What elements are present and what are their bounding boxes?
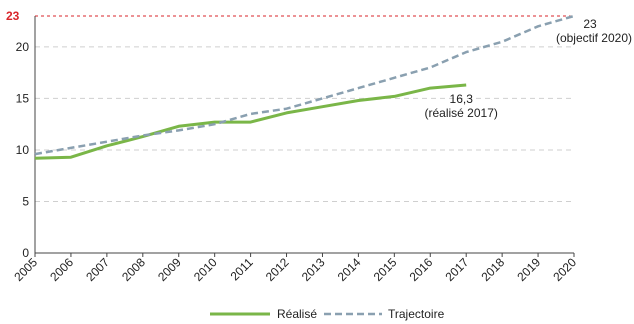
target-line-group: 23 — [6, 9, 574, 23]
x-tick-label: 2006 — [47, 255, 76, 284]
legend-label-realise: Réalisé — [277, 307, 317, 321]
series-line-realise — [34, 83, 467, 160]
y-tick-label: 15 — [16, 91, 30, 105]
y-tick-label: 0 — [22, 246, 29, 260]
x-tick-label: 2014 — [335, 255, 364, 284]
x-tick-label: 2009 — [155, 255, 184, 284]
annotation-objectif-2020: 23 — [583, 17, 597, 31]
annotations: 16,3(réalisé 2017) 23(objectif 2020) — [425, 17, 632, 120]
legend-label-trajectoire: Trajectoire — [388, 307, 445, 321]
y-tick-label: 5 — [22, 194, 29, 208]
x-tick-label: 2017 — [443, 255, 472, 284]
grid-lines — [35, 46, 574, 202]
x-tick-label: 2010 — [191, 255, 220, 284]
x-tick-label: 2013 — [299, 255, 328, 284]
legend: Réalisé Trajectoire — [210, 307, 445, 321]
x-tick-label: 2020 — [550, 255, 579, 284]
target-label: 23 — [6, 9, 20, 23]
x-tick-label: 2005 — [11, 255, 40, 284]
y-tick-label: 20 — [16, 40, 30, 54]
x-tick-label: 2016 — [407, 255, 436, 284]
series-line-trajectoire — [34, 14, 575, 156]
annotation-realise-2017: (réalisé 2017) — [425, 106, 498, 120]
x-tick-label: 2018 — [478, 255, 507, 284]
series-lines — [34, 14, 575, 160]
x-tick-label: 2015 — [371, 255, 400, 284]
annotation-objectif-2020: (objectif 2020) — [556, 31, 632, 45]
annotation-realise-2017: 16,3 — [450, 92, 474, 106]
x-tick-label: 2019 — [514, 255, 543, 284]
x-tick-label: 2011 — [228, 255, 256, 283]
x-tick-label: 2008 — [119, 255, 148, 284]
y-tick-label: 10 — [16, 143, 30, 157]
x-tick-label: 2007 — [83, 255, 112, 284]
x-tick-label: 2012 — [263, 255, 292, 284]
